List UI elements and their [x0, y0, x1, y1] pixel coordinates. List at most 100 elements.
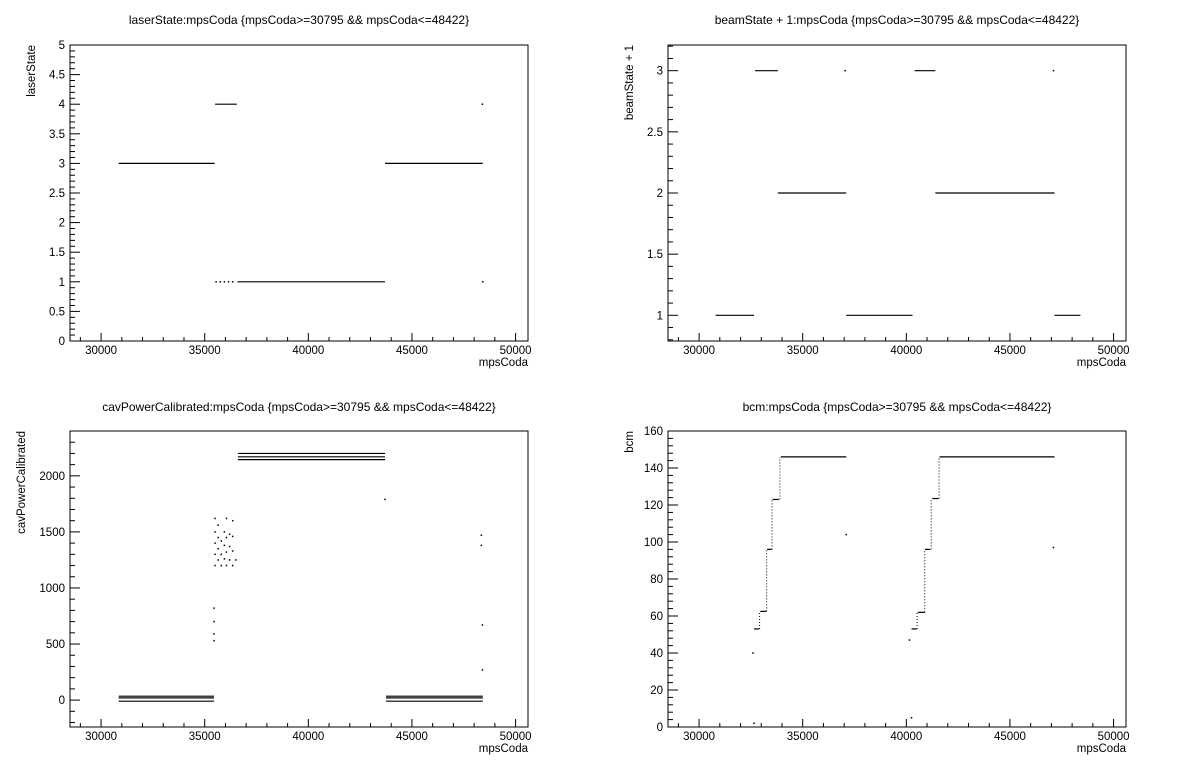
data-point	[225, 536, 228, 539]
x-tick-label: 30000	[85, 731, 117, 743]
y-tick-label: 20	[650, 685, 663, 697]
y-axis-label: laserState	[26, 45, 38, 97]
y-tick-label: 80	[650, 574, 663, 586]
chart-panel-1: laserState:mpsCoda {mpsCoda>=30795 && mp…	[26, 13, 532, 369]
x-tick-label: 35000	[787, 731, 819, 743]
data-point	[217, 524, 219, 526]
data-point	[752, 652, 754, 654]
x-axis-label: mpsCoda	[1077, 743, 1127, 755]
data-point	[231, 564, 234, 567]
x-tick-label: 40000	[890, 345, 922, 357]
data-point	[482, 281, 484, 283]
data-point	[217, 547, 219, 550]
x-tick-label: 50000	[1098, 345, 1130, 357]
y-tick-label: 140	[644, 463, 663, 475]
data-point	[235, 559, 237, 561]
x-axis-label: mpsCoda	[479, 357, 529, 369]
data-point	[215, 281, 217, 283]
data-point	[219, 281, 221, 283]
x-tick-label: 45000	[994, 345, 1026, 357]
y-tick-label: 160	[644, 426, 663, 438]
y-tick-label: 2	[59, 218, 65, 230]
data-point	[220, 564, 223, 567]
data-point	[228, 533, 231, 535]
x-tick-label: 50000	[500, 345, 532, 357]
y-tick-label: 4.5	[49, 70, 65, 82]
plot-frame	[69, 44, 529, 342]
data-point	[225, 564, 228, 567]
y-tick-label: 0	[59, 695, 65, 707]
x-tick-label: 30000	[683, 345, 715, 357]
chart-title: laserState:mpsCoda {mpsCoda>=30795 && mp…	[129, 13, 469, 27]
data-point	[220, 540, 223, 542]
data-point	[223, 281, 226, 283]
x-tick-label: 35000	[189, 345, 221, 357]
plot-frame	[69, 430, 529, 728]
y-tick-label: 2000	[39, 471, 65, 483]
data-point	[384, 498, 386, 501]
data-point	[213, 620, 215, 623]
data-point	[214, 517, 216, 520]
y-axis-label: bcm	[624, 431, 636, 453]
plot-frame	[667, 430, 1127, 728]
data-point	[223, 558, 226, 560]
data-point	[220, 553, 223, 556]
x-axis-label: mpsCoda	[479, 743, 529, 755]
data-point	[231, 281, 234, 283]
y-tick-label: 3.5	[49, 129, 65, 141]
chart-title: beamState + 1:mpsCoda {mpsCoda>=30795 &&…	[715, 13, 1080, 27]
data-point	[231, 550, 234, 552]
data-point	[213, 607, 215, 609]
y-tick-label: 1.5	[49, 247, 65, 259]
y-tick-label: 0	[59, 336, 65, 348]
data-point	[214, 542, 216, 544]
data-point	[217, 559, 219, 561]
data-point	[1052, 546, 1055, 549]
data-point	[480, 544, 483, 547]
y-tick-label: 1	[657, 310, 663, 322]
y-tick-label: 40	[650, 648, 663, 660]
data-point	[214, 553, 216, 556]
y-tick-label: 60	[650, 611, 663, 623]
y-tick-label: 1	[59, 277, 65, 289]
y-tick-label: 2.5	[647, 127, 663, 139]
data-point	[214, 564, 216, 567]
chart-panel-3: cavPowerCalibrated:mpsCoda {mpsCoda>=307…	[16, 400, 532, 755]
y-tick-label: 120	[644, 500, 663, 512]
data-point	[910, 717, 913, 719]
y-axis-label: beamState + 1	[624, 45, 636, 120]
data-point	[231, 519, 234, 522]
chart-title: bcm:mpsCoda {mpsCoda>=30795 && mpsCoda<=…	[743, 400, 1052, 414]
data-point	[223, 544, 226, 547]
y-tick-label: 500	[46, 639, 65, 651]
data-point	[231, 535, 234, 538]
x-tick-label: 40000	[292, 345, 324, 357]
y-axis-label: cavPowerCalibrated	[16, 431, 28, 534]
chart-panel-2: beamState + 1:mpsCoda {mpsCoda>=30795 &&…	[624, 13, 1130, 369]
y-tick-label: 3	[59, 158, 65, 170]
data-point	[481, 103, 484, 105]
chart-title: cavPowerCalibrated:mpsCoda {mpsCoda>=307…	[102, 400, 496, 414]
x-tick-label: 30000	[85, 345, 117, 357]
data-point	[1052, 69, 1055, 72]
data-point	[845, 533, 847, 536]
x-tick-label: 45000	[994, 731, 1026, 743]
y-tick-label: 2.5	[49, 188, 65, 200]
x-tick-label: 40000	[890, 731, 922, 743]
y-tick-label: 0.5	[49, 306, 65, 318]
chart-panel-4: bcm:mpsCoda {mpsCoda>=30795 && mpsCoda<=…	[624, 400, 1130, 755]
x-tick-label: 35000	[189, 731, 221, 743]
data-point	[227, 281, 230, 283]
x-tick-label: 45000	[396, 345, 428, 357]
x-tick-label: 40000	[292, 731, 324, 743]
data-point	[225, 517, 228, 520]
data-point	[217, 536, 219, 539]
y-tick-label: 3	[657, 66, 663, 78]
y-tick-label: 4	[59, 99, 66, 111]
data-point	[481, 669, 484, 671]
data-point	[481, 624, 484, 626]
x-tick-label: 30000	[683, 731, 715, 743]
y-tick-label: 1000	[39, 583, 65, 595]
y-tick-label: 100	[644, 537, 663, 549]
